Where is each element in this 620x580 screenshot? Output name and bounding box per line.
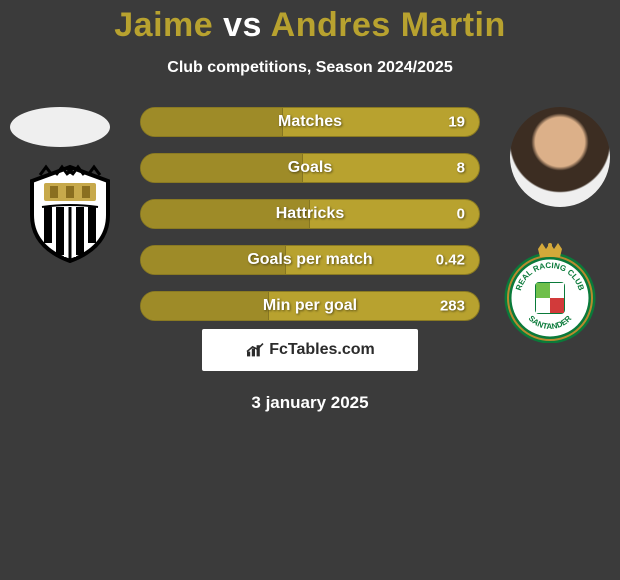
footer-brand-text: FcTables.com bbox=[269, 341, 375, 359]
stat-bar-goals-per-match: Goals per match 0.42 bbox=[140, 245, 480, 275]
stat-bar-goals: Goals 8 bbox=[140, 153, 480, 183]
player2-name: Andres Martin bbox=[271, 6, 506, 44]
fctables-logo-icon bbox=[245, 342, 265, 358]
title-vs: vs bbox=[223, 6, 262, 44]
stat-value: 283 bbox=[440, 298, 465, 315]
club-badge-racing-icon: REAL RACING CLUB SANTANDER bbox=[500, 243, 600, 343]
stat-bar-hattricks: Hattricks 0 bbox=[140, 199, 480, 229]
footer-brand-badge: FcTables.com bbox=[202, 329, 418, 371]
stat-bar-fill bbox=[141, 200, 310, 228]
club-badge-albacete-icon bbox=[20, 163, 120, 263]
date-text: 3 january 2025 bbox=[0, 393, 620, 413]
player1-name: Jaime bbox=[114, 6, 213, 44]
stat-value: 19 bbox=[448, 114, 465, 131]
comparison-title: Jaime vs Andres Martin bbox=[0, 0, 620, 45]
stat-bar-fill bbox=[141, 154, 303, 182]
stat-bar-fill bbox=[141, 246, 286, 274]
stat-bar-fill bbox=[141, 108, 283, 136]
player2-avatar bbox=[510, 107, 610, 207]
stat-value: 0 bbox=[457, 206, 465, 223]
stat-bars: Matches 19 Goals 8 Hattricks 0 Goals per… bbox=[140, 107, 480, 321]
stat-bar-matches: Matches 19 bbox=[140, 107, 480, 137]
stat-bar-fill bbox=[141, 292, 269, 320]
stat-value: 0.42 bbox=[436, 252, 465, 269]
player1-club-badge bbox=[20, 163, 120, 263]
stat-value: 8 bbox=[457, 160, 465, 177]
player1-avatar bbox=[10, 107, 110, 147]
player2-club-badge: REAL RACING CLUB SANTANDER bbox=[500, 243, 600, 343]
subtitle: Club competitions, Season 2024/2025 bbox=[0, 59, 620, 77]
stat-bar-min-per-goal: Min per goal 283 bbox=[140, 291, 480, 321]
